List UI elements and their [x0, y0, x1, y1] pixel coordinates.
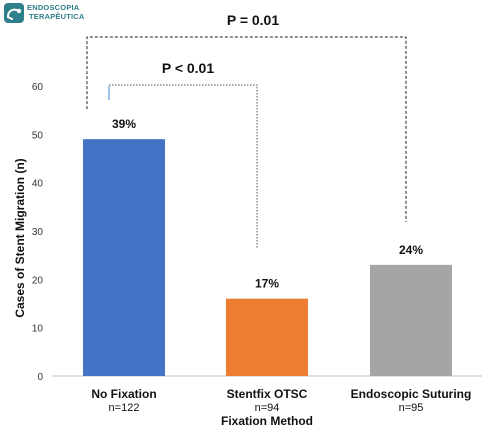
y-tick-label-3: 30: [32, 227, 44, 238]
endoscope-logo-icon: [4, 3, 24, 23]
x-tick-label-2: Endoscopic Suturing: [351, 387, 472, 401]
logo-text: ENDOSCOPIA TERAPÊUTICA: [27, 3, 85, 21]
p-value-label-1: P < 0.01: [162, 60, 215, 76]
logo: ENDOSCOPIA TERAPÊUTICA: [4, 3, 85, 23]
bar-0: [83, 139, 165, 376]
significance-bracket-0: [86, 36, 407, 222]
x-axis-title: Fixation Method: [221, 414, 313, 428]
y-tick-label-2: 20: [32, 275, 44, 286]
p-value-label-0: P = 0.01: [227, 12, 280, 28]
logo-line-2: TERAPÊUTICA: [29, 12, 85, 21]
y-tick-label-5: 50: [32, 130, 44, 141]
x-tick-label-0: No Fixation: [91, 387, 156, 401]
y-axis-title: Cases of Stent Migration (n): [13, 158, 27, 317]
bars: 39% 17% 24%: [83, 117, 452, 376]
annotations: P = 0.01 P < 0.01: [86, 12, 407, 249]
y-tick-label-1: 10: [32, 324, 44, 335]
y-tick-label-0: 0: [37, 372, 43, 383]
sample-size-label-2: n=95: [399, 402, 424, 414]
data-label-2: 24%: [399, 243, 423, 257]
y-tick-label-6: 60: [32, 82, 44, 93]
sample-size-label-1: n=94: [255, 402, 280, 414]
data-label-1: 17%: [255, 277, 279, 291]
x-tick-label-1: Stentfix OTSC: [227, 387, 308, 401]
y-axis: 0 10 20 30 40 50 60: [32, 82, 44, 383]
sample-size-label-0: n=122: [109, 402, 140, 414]
data-label-0: 39%: [112, 117, 136, 131]
bar-1: [226, 298, 308, 376]
logo-line-1: ENDOSCOPIA: [27, 3, 80, 12]
y-tick-label-4: 40: [32, 179, 44, 190]
bar-2: [370, 264, 452, 376]
